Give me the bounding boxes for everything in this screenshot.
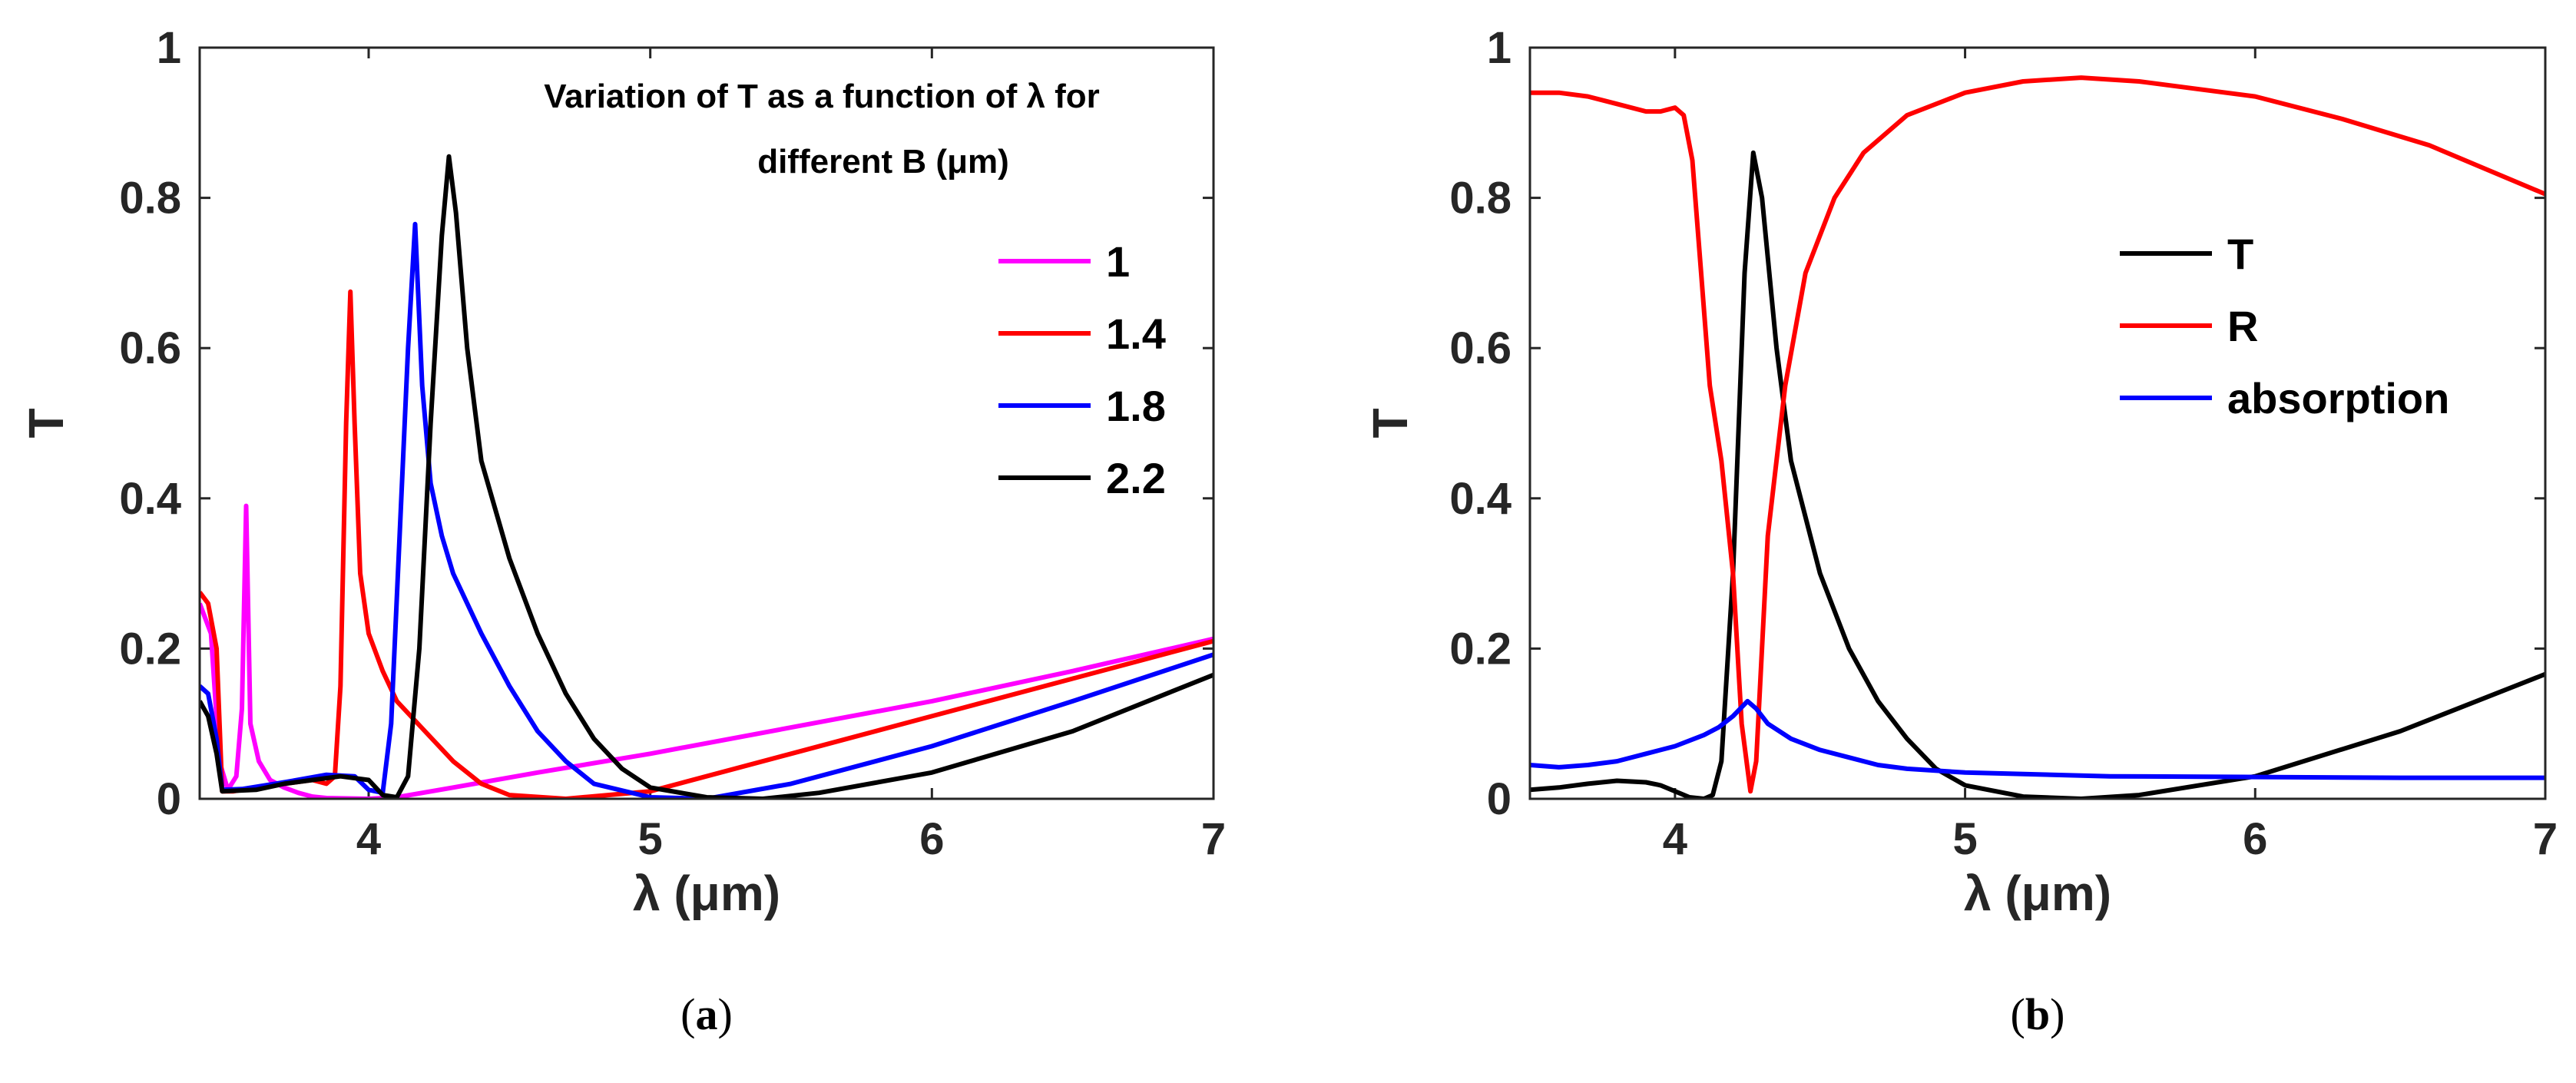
legend-entry-label: 1.8: [1106, 382, 1166, 430]
x-tick-label: 5: [638, 814, 663, 864]
y-tick-label: 0: [157, 774, 181, 824]
y-tick-label: 0.2: [119, 624, 181, 674]
legend-entry-label: 1: [1106, 237, 1130, 286]
series-line-T: [1530, 150, 2545, 799]
y-tick-label: 0.4: [119, 474, 181, 524]
y-tick-label: 1: [157, 23, 181, 73]
x-axis-ticks-b: 4 5 6 7: [1663, 48, 2558, 864]
series-line-absorption: [1530, 698, 2545, 780]
y-tick-label: 0.4: [1449, 474, 1511, 524]
y-tick-label: 0.8: [119, 174, 181, 224]
plot-area-b: [1530, 48, 2545, 799]
panel-label-a: (a): [680, 989, 733, 1039]
series-line-R: [1530, 75, 2545, 794]
x-tick-label: 4: [1663, 814, 1687, 864]
legend-entry-label: 1.4: [1106, 310, 1166, 358]
y-tick-label: 0.2: [1449, 624, 1511, 674]
chart-title-a-line-1: Variation of T as a function of λ for: [544, 78, 1100, 115]
panel-label-b: (b): [2011, 989, 2065, 1039]
y-axis-ticks-a: 0 0.2 0.4 0.6 0.8 1: [119, 23, 1214, 824]
legend-entry-label: absorption: [2227, 374, 2449, 422]
legend-entry-label: T: [2227, 230, 2253, 278]
chart-title-a-line-2: different B (μm): [757, 143, 1009, 180]
series-line-2-2: [200, 154, 1214, 799]
x-tick-label: 7: [1201, 814, 1226, 864]
axes-frame-b: [1528, 46, 2547, 800]
y-tick-label: 0: [1487, 774, 1511, 824]
series-line-1: [200, 503, 1214, 799]
y-axis-label-b: T: [1362, 408, 1418, 438]
legend-a: 1 1.4 1.8 2.2: [998, 237, 1166, 502]
panel-a: 4 5 6 7 0 0.2 0.4 0.6 0.8 1 Variation of T as a …: [18, 23, 1226, 1039]
x-tick-label: 5: [1952, 814, 1977, 864]
legend-entry-label: R: [2227, 302, 2258, 350]
x-axis-label-b: λ (μm): [1964, 866, 2111, 921]
legend-entry-label: 2.2: [1106, 454, 1166, 502]
axes-frame-a: [198, 46, 1215, 800]
y-tick-label: 0.6: [119, 323, 181, 373]
x-tick-label: 4: [356, 814, 381, 864]
plot-area-a: [200, 48, 1214, 799]
y-axis-ticks-b: 0 0.2 0.4 0.6 0.8 1: [1449, 23, 2545, 824]
x-axis-label-a: λ (μm): [633, 866, 780, 921]
x-tick-label: 6: [2243, 814, 2267, 864]
y-tick-label: 0.8: [1449, 174, 1511, 224]
x-axis-ticks-a: 4 5 6 7: [356, 48, 1226, 864]
y-tick-label: 1: [1487, 23, 1511, 73]
x-tick-label: 7: [2533, 814, 2558, 864]
series-group-b: [1530, 75, 2545, 799]
y-tick-label: 0.6: [1449, 323, 1511, 373]
x-tick-label: 6: [919, 814, 944, 864]
y-axis-label-a: T: [18, 408, 74, 438]
